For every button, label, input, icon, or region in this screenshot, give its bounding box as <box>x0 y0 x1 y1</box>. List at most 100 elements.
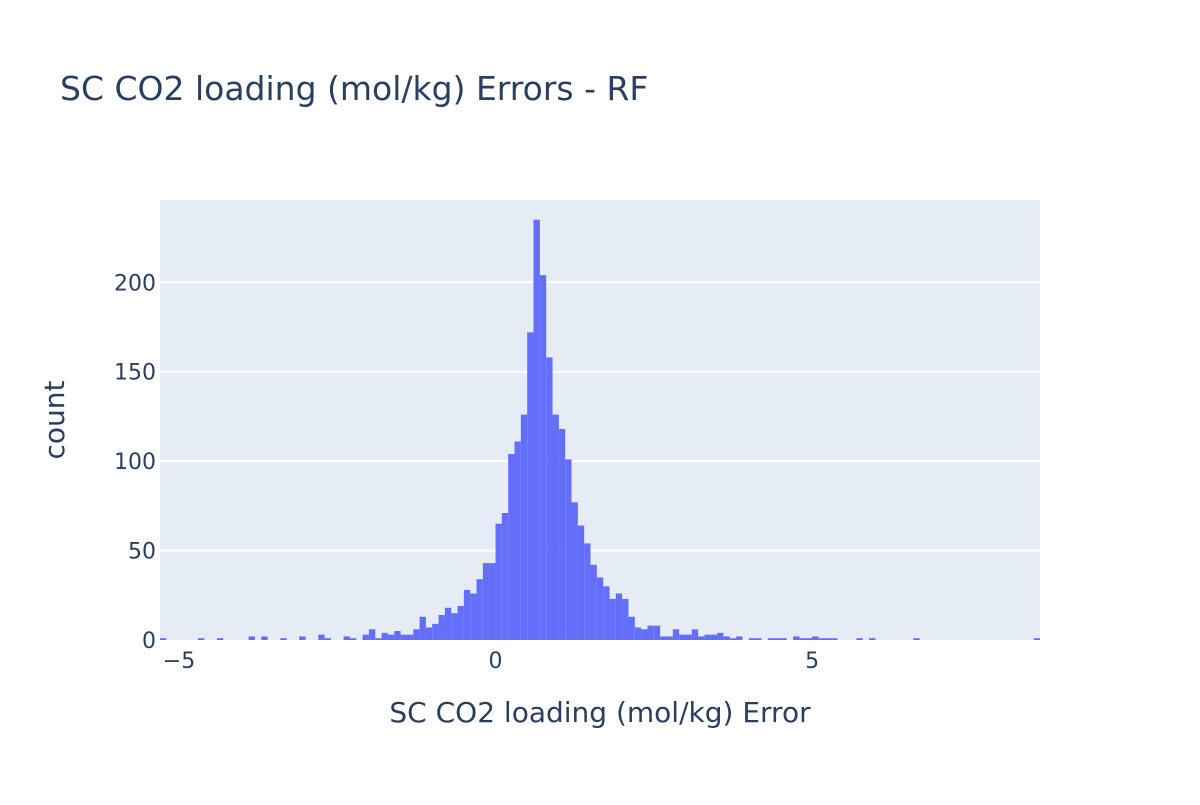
x-tick-label: 5 <box>805 649 819 674</box>
histogram-bar <box>729 638 737 640</box>
histogram-bar <box>558 428 566 640</box>
histogram-bar <box>647 625 654 640</box>
histogram-bar <box>387 634 395 640</box>
histogram-bar <box>495 523 502 640</box>
y-tick-label: 50 <box>128 540 156 565</box>
histogram-bar <box>343 636 350 640</box>
histogram-bar <box>261 636 268 640</box>
histogram-bar <box>831 638 838 640</box>
y-tick-label: 0 <box>142 629 156 654</box>
histogram-bar <box>780 638 787 640</box>
histogram-bar <box>748 638 756 640</box>
histogram-bar <box>666 636 673 640</box>
histogram-bar <box>723 636 730 640</box>
histogram-bar <box>755 638 762 640</box>
histogram-bar <box>299 636 306 640</box>
histogram-bar <box>634 627 642 640</box>
y-tick-labels: 0 50 100 150 200 <box>114 271 156 654</box>
histogram-bar <box>685 634 692 640</box>
histogram-bar <box>482 563 490 640</box>
histogram-bar <box>324 638 331 640</box>
histogram-bar <box>539 275 547 640</box>
histogram-bar <box>552 414 559 640</box>
histogram-bar <box>489 563 496 640</box>
histogram-bar <box>767 638 775 640</box>
histogram-bar <box>527 332 534 640</box>
histogram-bar <box>419 616 426 640</box>
histogram-bar <box>584 543 591 640</box>
histogram-bar <box>318 634 325 640</box>
histogram-bar <box>216 638 224 640</box>
histogram-bar <box>451 613 458 640</box>
histogram-bar <box>660 636 667 640</box>
histogram-bar <box>381 632 388 640</box>
x-tick-label: 0 <box>489 649 503 674</box>
histogram-bar <box>615 593 623 640</box>
histogram-bar <box>672 629 680 640</box>
histogram-bar <box>432 623 439 640</box>
plot-area <box>160 200 1040 640</box>
histogram-bar <box>736 636 743 640</box>
histogram-bar <box>609 598 616 640</box>
histogram-bar <box>590 564 597 640</box>
histogram-bar <box>679 634 686 640</box>
histogram-bar <box>603 586 610 640</box>
histogram-bar <box>824 638 832 640</box>
histogram-bar <box>799 638 806 640</box>
histogram-bar <box>869 638 876 640</box>
histogram-bar <box>368 629 376 640</box>
y-gridlines <box>160 281 1040 552</box>
histogram-bar <box>698 636 705 640</box>
histogram-bar <box>463 589 471 640</box>
histogram-bar <box>793 636 800 640</box>
histogram-bar <box>622 598 629 640</box>
histogram-bar <box>400 634 407 640</box>
chart-title: SC CO2 loading (mol/kg) Errors - RF <box>60 69 648 108</box>
histogram-bar <box>774 638 781 640</box>
histogram-bar <box>818 638 825 640</box>
histogram-bar <box>508 453 515 640</box>
y-tick-label: 200 <box>114 271 156 296</box>
histogram-bar <box>394 631 401 640</box>
histogram-bar <box>375 638 382 640</box>
x-axis-title: SC CO2 loading (mol/kg) Error <box>389 696 811 729</box>
histogram-bar <box>691 629 699 640</box>
histogram-bars <box>160 219 1040 640</box>
histogram-bar <box>596 577 604 640</box>
histogram-bar <box>653 625 661 640</box>
histogram-bar <box>717 632 724 640</box>
histogram-bar <box>470 593 477 640</box>
histogram-bar <box>197 638 205 640</box>
histogram-bar <box>805 638 813 640</box>
histogram-bar <box>501 513 509 640</box>
histogram-bar <box>248 636 255 640</box>
histogram-bar <box>856 638 863 640</box>
histogram-bar <box>514 441 521 640</box>
histogram-bar <box>457 606 464 640</box>
histogram-bar <box>571 502 578 640</box>
y-axis-title: count <box>38 380 71 459</box>
histogram-bar <box>710 634 718 640</box>
histogram-bar <box>476 579 483 640</box>
x-tick-labels: −5 0 5 <box>163 649 819 674</box>
histogram-bar <box>577 525 585 640</box>
histogram-bar <box>913 638 920 640</box>
histogram-bar <box>413 629 420 640</box>
histogram-bar <box>280 638 287 640</box>
histogram-bar <box>812 636 819 640</box>
histogram-bar <box>406 634 414 640</box>
histogram-bar <box>520 414 528 640</box>
histogram-bar <box>533 219 540 640</box>
histogram-bar <box>160 638 167 640</box>
histogram-bar <box>546 357 553 640</box>
y-tick-label: 100 <box>114 450 156 475</box>
histogram-bar <box>438 614 445 640</box>
x-tick-label: −5 <box>163 649 195 674</box>
histogram-bar <box>362 634 369 640</box>
histogram-bar <box>349 638 357 640</box>
histogram-bar <box>641 629 648 640</box>
histogram-bar <box>704 634 711 640</box>
histogram-bar <box>565 459 572 640</box>
y-tick-label: 150 <box>114 361 156 386</box>
